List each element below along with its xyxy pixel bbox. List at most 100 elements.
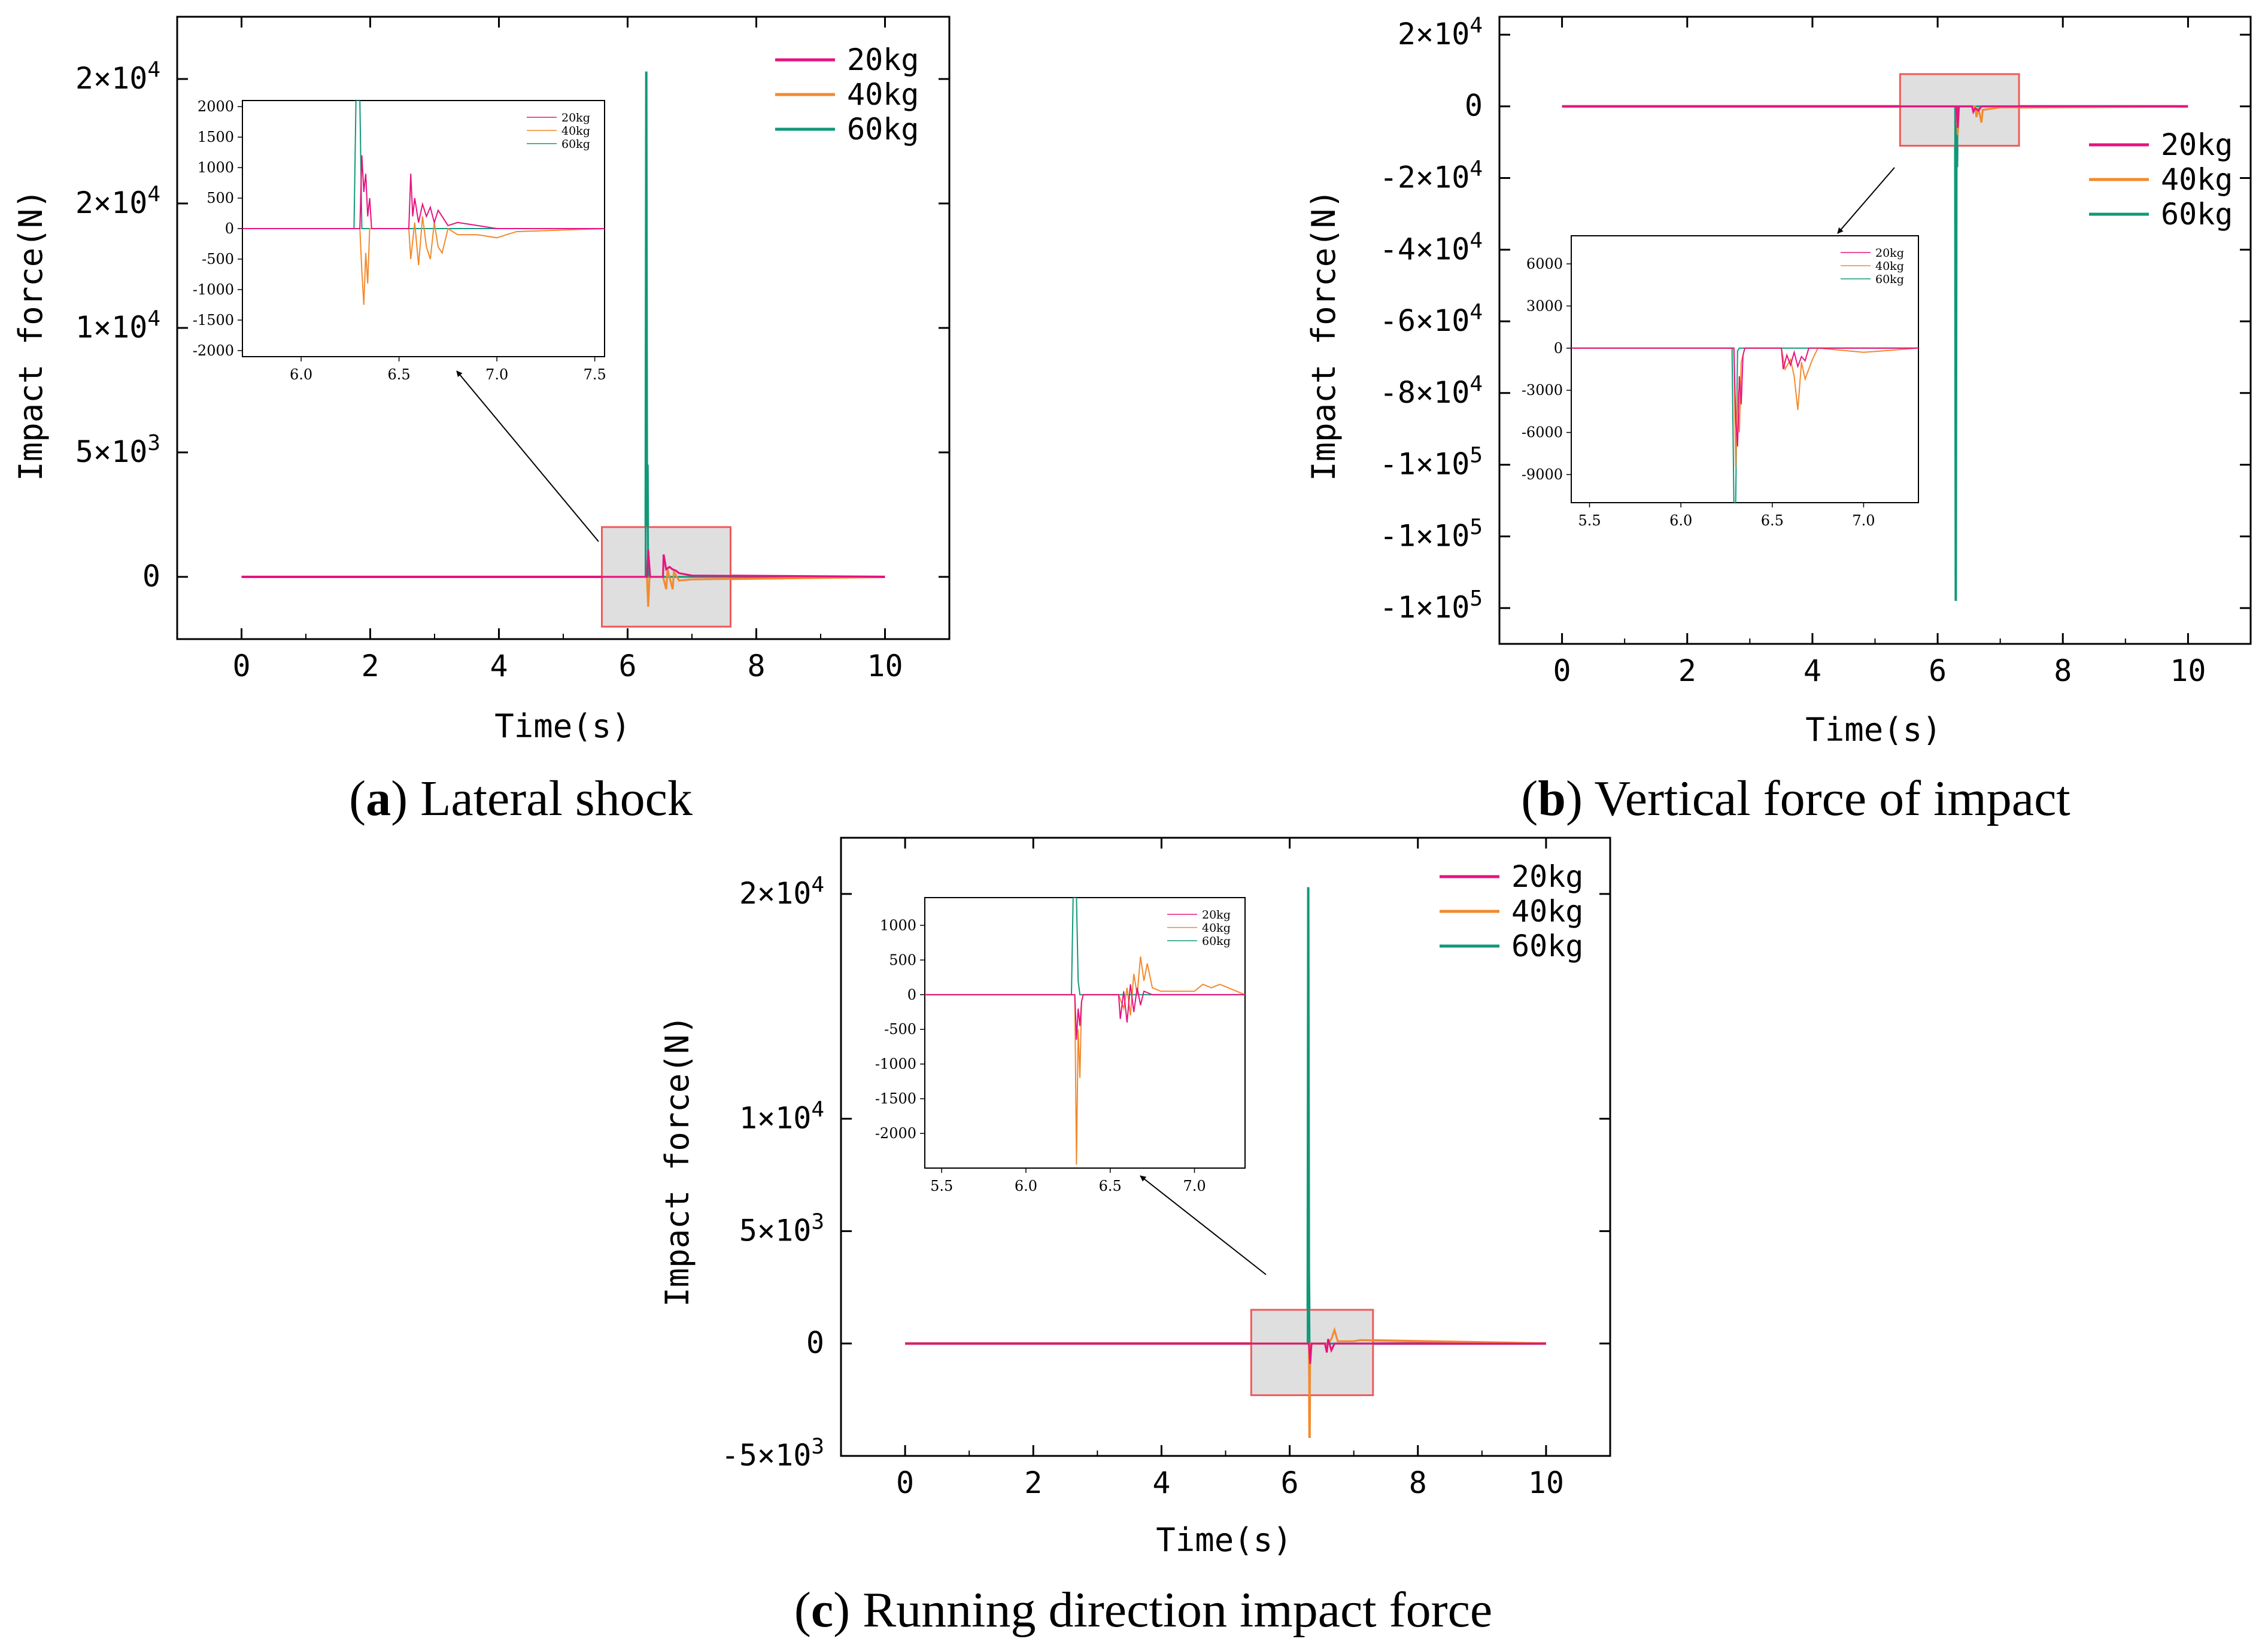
zoom-arrow — [1837, 167, 1895, 234]
inset-y-tick-label: 0 — [907, 986, 916, 1003]
x-tick-label: 4 — [1152, 1465, 1170, 1500]
series-line-zoomed-20kg — [905, 1339, 1546, 1364]
inset-x-tick-label: 6.5 — [1761, 512, 1784, 529]
y-tick-label: 2×104 — [75, 182, 160, 221]
inset-y-tick-label: -1500 — [193, 312, 234, 329]
y-tick-label: 0 — [1465, 89, 1483, 123]
series-line-zoomed-40kg — [905, 1327, 1546, 1438]
x-axis-label: Time(s) — [494, 707, 631, 745]
inset-x-tick-label: 6.5 — [1099, 1178, 1122, 1194]
x-tick-label: 8 — [1409, 1465, 1427, 1500]
inset-series-line-40kg — [925, 956, 1245, 1165]
inset-x-tick-label: 5.5 — [1578, 512, 1601, 529]
x-tick-label: 6 — [1929, 653, 1947, 688]
x-tick-label: 4 — [1804, 653, 1821, 688]
y-tick-label: 5×103 — [739, 1209, 824, 1248]
inset-series-line-40kg — [242, 216, 605, 305]
inset-x-tick-label: 6.0 — [1669, 512, 1692, 529]
legend-label-20kg: 20kg — [2161, 127, 2233, 162]
inset-x-tick-label: 6.0 — [1015, 1178, 1037, 1194]
caption-c-text: Running direction impact force — [863, 1582, 1492, 1638]
inset-legend-label-20kg: 20kg — [561, 111, 590, 124]
inset-y-tick-label: -9000 — [1522, 466, 1563, 483]
y-tick-label: 2×104 — [739, 872, 824, 911]
y-axis-label: Impact force(N) — [12, 189, 50, 481]
inset-y-tick-label: -2000 — [193, 342, 234, 359]
zoom-arrow — [456, 370, 599, 542]
y-tick-label: 1×104 — [739, 1097, 824, 1136]
inset-chart: 5.5 6.0 6.5 7.0 1000 500 0 -500 -1000 -1500 -2000 2… — [875, 897, 1246, 1194]
y-tick-label: -1×105 — [1380, 443, 1483, 482]
caption-a-letter: a — [366, 771, 391, 826]
x-tick-label: 0 — [1553, 653, 1571, 688]
x-tick-label: 10 — [1528, 1465, 1564, 1500]
inset-legend-label-60kg: 60kg — [1875, 273, 1904, 286]
y-tick-label: -1×105 — [1380, 515, 1483, 554]
zoom-region-box — [1250, 1309, 1374, 1397]
x-tick-label: 2 — [1678, 653, 1696, 688]
x-tick-label: 2 — [1024, 1465, 1042, 1500]
inset-series-line-20kg — [925, 984, 1245, 1040]
inset-y-tick-label: 500 — [207, 190, 234, 206]
y-tick-label: 5×103 — [75, 431, 160, 470]
panel-c-running-direction: 0 2 4 6 8 10 2×104 1×104 5×103 0 -5×103 Time(s) Impa… — [658, 837, 1611, 1559]
inset-x-tick-label: 6.0 — [290, 366, 312, 383]
inset-y-tick-label: -3000 — [1522, 382, 1563, 399]
inset-y-tick-label: 500 — [889, 951, 916, 968]
inset-y-tick-label: -500 — [202, 251, 234, 267]
panel-b-vertical-force: 0 2 4 6 8 10 2×104 0 -2×104 -4×104 -6×104 -8×104 -1×… — [1305, 13, 2252, 749]
legend-label-40kg: 40kg — [1511, 894, 1583, 929]
series-line-40kg — [241, 568, 885, 607]
series-line-zoomed-40kg — [241, 568, 885, 607]
legend-label-20kg: 20kg — [847, 42, 919, 77]
x-tick-label: 10 — [867, 649, 903, 683]
x-tick-label: 0 — [896, 1465, 914, 1500]
inset-legend-label-40kg: 40kg — [1875, 260, 1904, 273]
caption-b-letter: b — [1538, 771, 1566, 826]
x-tick-label: 10 — [2170, 653, 2206, 688]
inset-x-tick-label: 7.0 — [485, 366, 508, 383]
y-tick-label: 1×104 — [75, 306, 160, 345]
y-tick-label: -6×104 — [1380, 300, 1483, 339]
inset-series-line-60kg — [925, 898, 1245, 996]
inset-series-group — [1571, 347, 1918, 503]
inset-y-tick-label: 6000 — [1526, 256, 1563, 272]
inset-series-group — [242, 101, 605, 305]
series-line-zoomed-20kg — [241, 549, 885, 578]
legend-label-60kg: 60kg — [847, 112, 919, 147]
x-tick-label: 8 — [2054, 653, 2072, 688]
caption-b: (b) Vertical force of impact — [1521, 771, 2070, 826]
caption-b-text: Vertical force of impact — [1594, 771, 2070, 826]
inset-legend-label-20kg: 20kg — [1202, 908, 1231, 922]
inset-frame — [1571, 235, 1919, 503]
series-line-20kg — [241, 549, 885, 578]
y-tick-label: -8×104 — [1380, 371, 1483, 410]
legend-label-20kg: 20kg — [1511, 859, 1583, 894]
inset-chart: 6.0 6.5 7.0 7.5 2000 1500 1000 500 0 -500 -1000 -15… — [193, 98, 606, 383]
x-axis-label: Time(s) — [1156, 1521, 1292, 1559]
inset-y-tick-label: -2000 — [875, 1125, 916, 1142]
y-tick-label: 0 — [142, 559, 160, 594]
caption-a: (a) Lateral shock — [349, 771, 693, 826]
legend-label-60kg: 60kg — [2161, 197, 2233, 232]
inset-legend-label-40kg: 40kg — [561, 124, 590, 138]
x-tick-label: 2 — [361, 649, 379, 683]
inset-y-tick-label: -1500 — [875, 1090, 916, 1107]
inset-y-tick-label: 1000 — [880, 917, 916, 934]
inset-y-tick-label: 2000 — [198, 98, 234, 115]
series-line-40kg — [905, 1326, 1546, 1438]
inset-y-tick-label: 1500 — [198, 129, 234, 145]
inset-series-group — [925, 898, 1245, 1165]
inset-series-line-20kg — [242, 155, 605, 229]
inset-y-tick-label: -500 — [884, 1021, 916, 1038]
y-tick-label: -2×104 — [1380, 156, 1483, 195]
caption-a-text: Lateral shock — [420, 771, 693, 826]
series-line-20kg — [1562, 105, 2188, 128]
x-tick-label: 0 — [232, 649, 250, 683]
inset-y-tick-label: -6000 — [1522, 424, 1563, 441]
panel-a-lateral-shock: 0 2 4 6 8 10 0 5×103 1×104 2×104 2×104 Time(s) Impac… — [12, 16, 951, 745]
y-axis-label: Impact force(N) — [1305, 189, 1343, 481]
series-line-zoomed-40kg — [1562, 105, 2188, 135]
inset-y-tick-label: -1000 — [875, 1056, 916, 1072]
